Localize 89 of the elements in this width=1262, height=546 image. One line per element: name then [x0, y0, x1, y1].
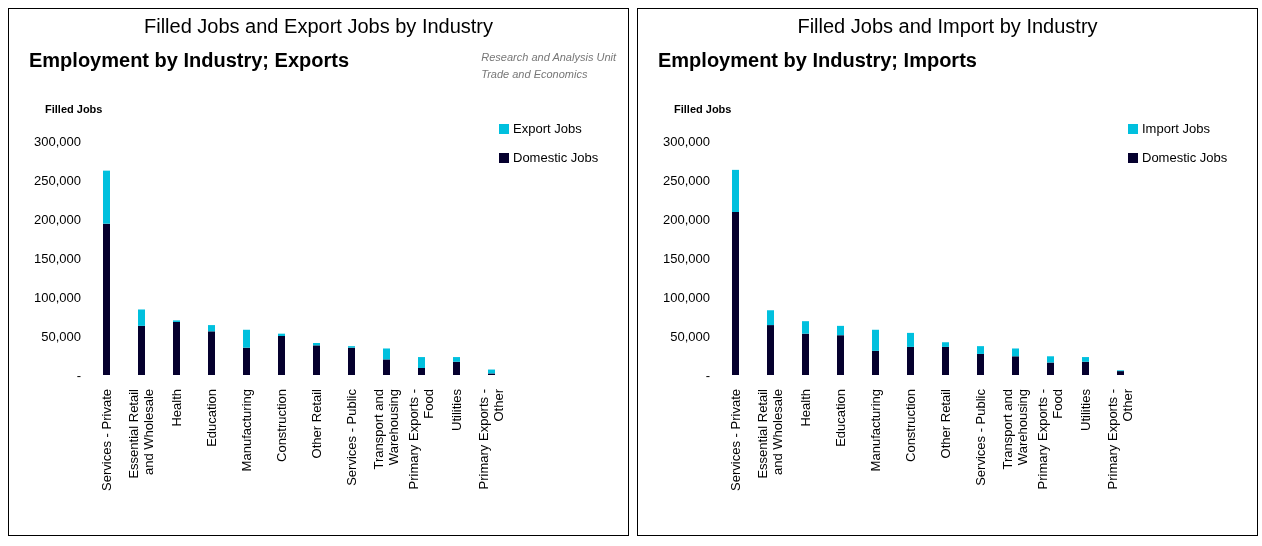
y-tick-label: 250,000 — [34, 172, 81, 188]
x-tick-label: Education — [203, 389, 219, 447]
bar — [837, 325, 844, 336]
bar — [802, 321, 809, 334]
y-tick-label: 100,000 — [34, 289, 81, 305]
legend-label: Export Jobs — [513, 121, 582, 136]
x-tick-label: Essential Retail and Wholesale — [755, 388, 785, 479]
bar — [1082, 357, 1089, 362]
x-tick-label: Transport and Warehousing — [371, 389, 401, 470]
x-tick-label: Services - Public — [343, 388, 359, 486]
bar — [383, 348, 390, 360]
y-tick-label: - — [705, 367, 710, 383]
bar — [802, 333, 809, 375]
x-tick-label: Primary Exports - Food — [1035, 389, 1065, 490]
bar — [1047, 356, 1054, 363]
x-tick-label: Health — [168, 389, 184, 427]
y-tick-label: 300,000 — [663, 133, 710, 149]
x-tick-label: Services - Public — [972, 388, 988, 486]
y-tick-label: 150,000 — [34, 250, 81, 266]
bar — [1047, 362, 1054, 375]
y-axis-title: Filled Jobs — [45, 103, 103, 115]
x-tick-label: Manufacturing — [238, 389, 254, 472]
y-tick-label: 250,000 — [663, 172, 710, 188]
bar — [907, 332, 914, 347]
x-tick-label: Services - Private — [98, 389, 114, 491]
x-tick-label: Primary Exports - Other — [476, 388, 506, 490]
bar — [418, 367, 425, 375]
bar — [1012, 348, 1019, 357]
y-tick-label: 200,000 — [34, 211, 81, 227]
bar — [942, 342, 949, 347]
bar — [872, 329, 879, 351]
y-tick-label: 150,000 — [663, 250, 710, 266]
x-tick-label: Services - Private — [727, 389, 743, 491]
bar — [977, 353, 984, 375]
bar — [872, 350, 879, 375]
y-tick-label: - — [76, 367, 81, 383]
bar — [208, 325, 215, 332]
y-tick-label: 50,000 — [41, 328, 81, 344]
bar — [138, 309, 145, 326]
x-tick-label: Construction — [902, 389, 918, 462]
chart-title: Filled Jobs and Export Jobs by Industry — [142, 15, 495, 38]
y-axis-title: Filled Jobs — [674, 103, 732, 115]
bar — [977, 346, 984, 354]
bar — [313, 345, 320, 375]
x-tick-label: Other Retail — [937, 388, 953, 459]
bar — [767, 325, 774, 375]
bar — [383, 359, 390, 375]
x-tick-label: Primary Exports - Food — [406, 389, 436, 490]
bar — [173, 321, 180, 375]
y-tick-label: 200,000 — [663, 211, 710, 227]
bar — [942, 346, 949, 375]
bar — [907, 346, 914, 375]
bar — [1012, 356, 1019, 375]
legend-label: Import Jobs — [1142, 121, 1210, 136]
x-tick-label: Utilities — [448, 388, 464, 431]
bar — [453, 357, 460, 362]
bar — [103, 170, 110, 224]
x-tick-label: Primary Exports - Other — [1105, 388, 1135, 490]
bar — [418, 357, 425, 368]
y-tick-label: 50,000 — [670, 328, 710, 344]
legend-label: Domestic Jobs — [1142, 150, 1228, 165]
x-tick-label: Essential Retail and Wholesale — [126, 388, 156, 479]
bar — [348, 347, 355, 375]
x-tick-label: Other Retail — [308, 388, 324, 459]
bar — [278, 336, 285, 375]
x-tick-label: Manufacturing — [867, 389, 883, 472]
x-tick-label: Education — [832, 389, 848, 447]
bar — [732, 211, 739, 375]
bar — [767, 310, 774, 326]
bar — [208, 331, 215, 375]
x-tick-label: Construction — [273, 389, 289, 462]
bar — [243, 347, 250, 375]
y-tick-label: 300,000 — [34, 133, 81, 149]
bar — [1082, 361, 1089, 375]
chart-subtitle: Employment by Industry; Imports — [658, 49, 977, 72]
bar — [732, 169, 739, 212]
bar — [453, 361, 460, 375]
chart-title: Filled Jobs and Import by Industry — [796, 15, 1099, 38]
bar — [243, 329, 250, 348]
x-tick-label: Health — [797, 389, 813, 427]
x-tick-label: Utilities — [1077, 388, 1093, 431]
text: Research and Analysis Unit Trade and Economics — [481, 50, 616, 82]
y-tick-label: 100,000 — [663, 289, 710, 305]
chart-subtitle: Employment by Industry; Exports — [29, 49, 350, 72]
bar — [837, 335, 844, 375]
bar — [103, 223, 110, 375]
legend-label: Domestic Jobs — [513, 150, 599, 165]
bar — [138, 325, 145, 375]
x-tick-label: Transport and Warehousing — [1000, 389, 1030, 470]
